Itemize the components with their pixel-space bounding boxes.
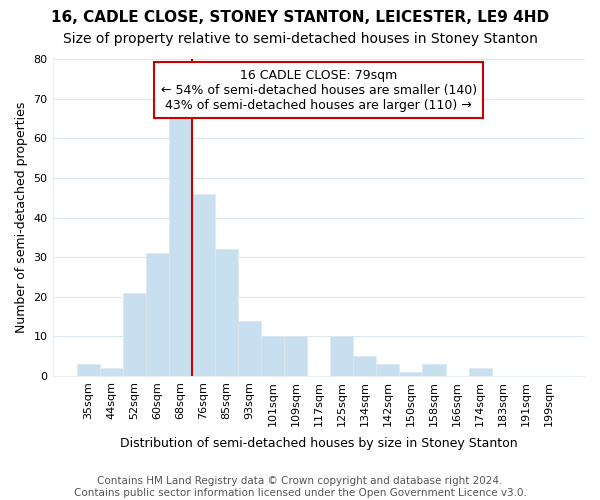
Bar [330, 336, 353, 376]
Bar [469, 368, 491, 376]
Bar [146, 253, 169, 376]
Text: Size of property relative to semi-detached houses in Stoney Stanton: Size of property relative to semi-detach… [62, 32, 538, 46]
Text: 16, CADLE CLOSE, STONEY STANTON, LEICESTER, LE9 4HD: 16, CADLE CLOSE, STONEY STANTON, LEICEST… [51, 10, 549, 25]
Bar [422, 364, 446, 376]
Text: Contains HM Land Registry data © Crown copyright and database right 2024.
Contai: Contains HM Land Registry data © Crown c… [74, 476, 526, 498]
Y-axis label: Number of semi-detached properties: Number of semi-detached properties [15, 102, 28, 333]
Bar [192, 194, 215, 376]
Bar [238, 320, 261, 376]
X-axis label: Distribution of semi-detached houses by size in Stoney Stanton: Distribution of semi-detached houses by … [120, 437, 518, 450]
Bar [169, 118, 192, 376]
Bar [376, 364, 400, 376]
Bar [77, 364, 100, 376]
Bar [400, 372, 422, 376]
Bar [353, 356, 376, 376]
Bar [215, 249, 238, 376]
Bar [100, 368, 123, 376]
Bar [284, 336, 307, 376]
Bar [123, 293, 146, 376]
Bar [261, 336, 284, 376]
Text: 16 CADLE CLOSE: 79sqm
← 54% of semi-detached houses are smaller (140)
43% of sem: 16 CADLE CLOSE: 79sqm ← 54% of semi-deta… [161, 68, 477, 112]
